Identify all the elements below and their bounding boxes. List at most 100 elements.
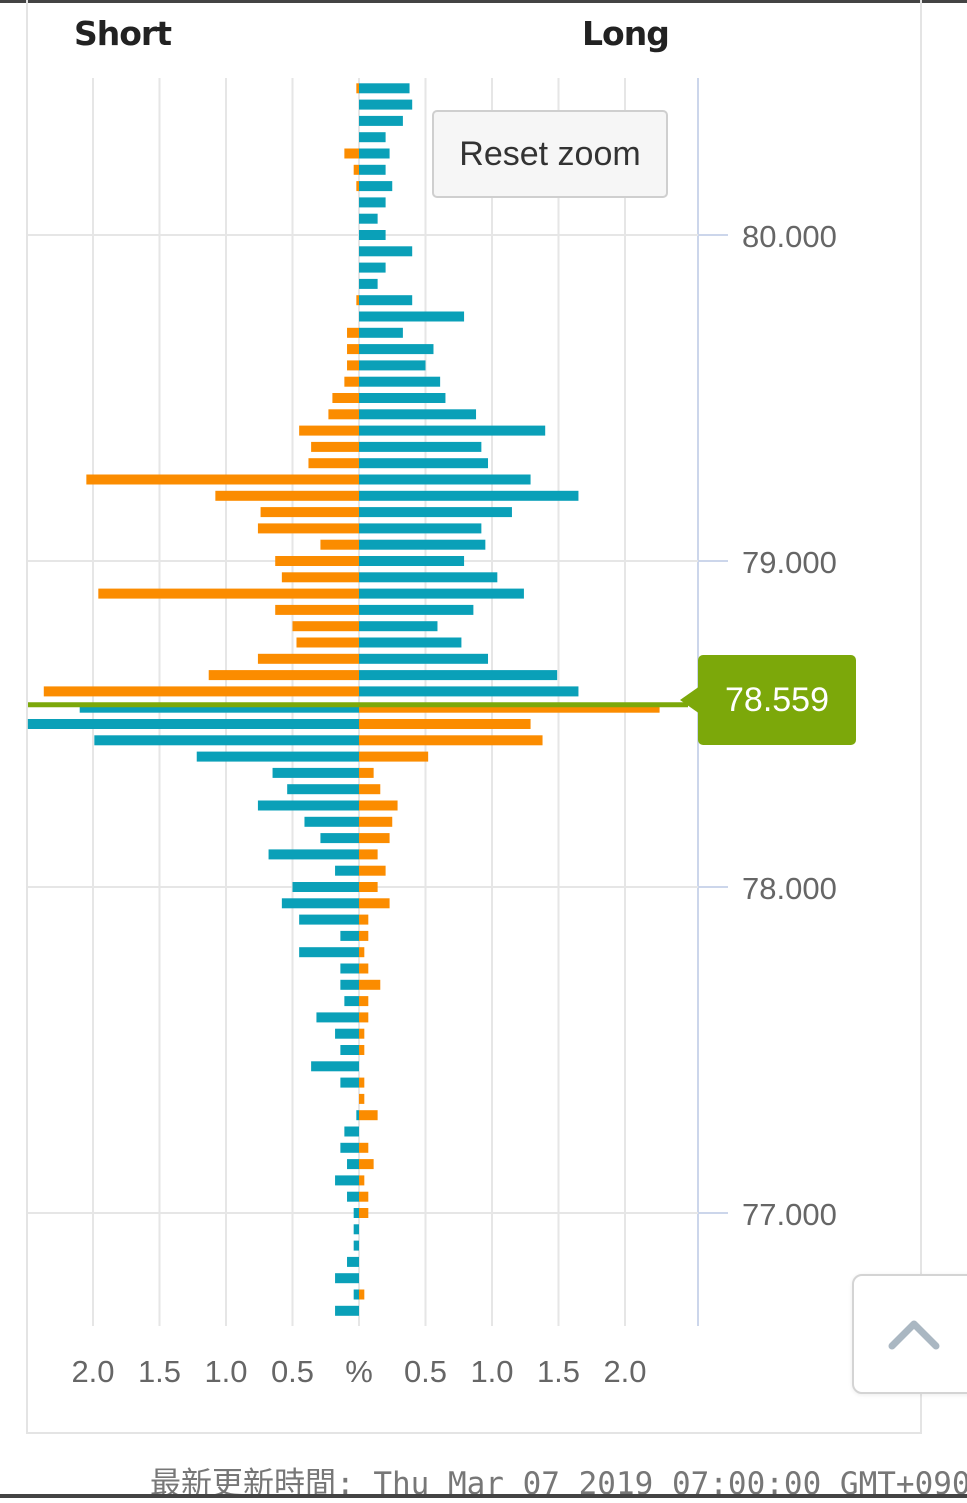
short-bar <box>299 947 359 958</box>
long-bar <box>359 1045 365 1055</box>
short-bar <box>344 1126 359 1137</box>
short-bar <box>356 83 359 94</box>
long-bar <box>359 230 386 240</box>
long-bar <box>359 702 660 713</box>
long-bar <box>359 213 378 224</box>
long-bar <box>359 393 446 403</box>
top-border <box>0 0 967 3</box>
short-bar <box>353 1224 359 1235</box>
short-bar <box>340 963 359 974</box>
short-bar <box>292 621 359 632</box>
long-bar <box>359 621 438 632</box>
long-bar <box>359 507 512 518</box>
short-bar <box>335 1175 359 1186</box>
short-bar <box>272 767 359 778</box>
bars-layer <box>27 83 688 1316</box>
x-tick-label: 1.5 <box>138 1354 181 1389</box>
short-bar <box>296 637 359 648</box>
long-bar <box>359 490 579 501</box>
short-bar <box>332 393 359 403</box>
long-bar <box>359 833 390 844</box>
long-bar <box>359 1110 378 1121</box>
short-bar <box>353 1240 359 1251</box>
long-bar <box>359 164 386 175</box>
short-bar <box>275 604 359 615</box>
short-bar <box>347 1256 359 1267</box>
long-bar <box>359 572 498 583</box>
short-bar <box>27 719 360 729</box>
x-tick-label: 0.5 <box>404 1354 447 1389</box>
short-bar <box>308 458 359 469</box>
short-bar <box>340 1077 359 1088</box>
y-tick-label: 77.000 <box>742 1197 837 1232</box>
long-header: Long <box>582 14 670 53</box>
short-bar <box>344 376 359 387</box>
long-bar <box>359 947 365 958</box>
x-tick-label: 1.0 <box>470 1354 513 1389</box>
long-bar <box>359 360 426 371</box>
long-bar <box>359 1159 374 1170</box>
long-bar <box>359 523 482 534</box>
long-bar <box>359 197 386 208</box>
short-bar <box>335 1273 359 1284</box>
short-bar <box>316 1012 359 1023</box>
long-bar <box>359 719 531 729</box>
reset-zoom-button[interactable]: Reset zoom <box>432 110 668 198</box>
long-bar <box>359 539 486 550</box>
short-bar <box>86 474 359 485</box>
long-bar <box>359 474 531 485</box>
y-tick-label: 80.000 <box>742 219 837 254</box>
short-bar <box>356 181 359 192</box>
short-bar <box>299 914 359 925</box>
short-bar <box>335 1305 359 1316</box>
short-bar <box>275 556 359 566</box>
long-bar <box>359 930 369 941</box>
long-bar <box>359 865 386 876</box>
short-bar <box>281 898 359 909</box>
long-bar <box>359 441 482 452</box>
scroll-to-top-button[interactable] <box>852 1274 967 1394</box>
long-bar <box>359 767 374 778</box>
short-header: Short <box>74 14 172 53</box>
long-bar <box>359 458 489 469</box>
short-bar <box>79 702 359 713</box>
long-bar <box>359 344 434 355</box>
short-bar <box>344 996 359 1007</box>
short-bar <box>340 930 359 941</box>
long-bar <box>359 1028 365 1039</box>
short-bar <box>320 833 359 844</box>
long-bar <box>359 99 413 110</box>
long-bar <box>359 262 386 273</box>
bottom-border <box>0 1494 967 1498</box>
long-bar <box>359 132 386 143</box>
long-bar <box>359 996 369 1007</box>
long-bar <box>359 816 393 827</box>
long-bar <box>359 914 369 925</box>
long-bar <box>359 751 429 762</box>
labels-layer: 80.000 79.000 78.000 77.000 2.0 1.5 1.0 0.5% 0.5… <box>71 219 836 1389</box>
long-bar <box>359 963 369 974</box>
long-bar <box>359 653 489 664</box>
short-bar <box>340 1045 359 1055</box>
short-bar <box>335 1028 359 1039</box>
short-bar <box>311 441 359 452</box>
x-tick-label: 0.5 <box>271 1354 314 1389</box>
short-bar <box>320 539 359 550</box>
long-bar <box>359 327 403 338</box>
short-bar <box>98 588 359 599</box>
short-bar <box>292 882 359 892</box>
long-bar <box>359 246 413 257</box>
long-bar <box>359 800 398 811</box>
price-badge-pointer <box>680 686 700 714</box>
short-bar <box>340 979 359 990</box>
chart-frame <box>26 0 922 1434</box>
short-bar <box>347 1191 359 1202</box>
long-bar <box>359 556 465 566</box>
x-tick-label: 2.0 <box>603 1354 646 1389</box>
long-bar <box>359 784 381 795</box>
long-bar <box>359 409 477 420</box>
short-bar <box>268 849 359 860</box>
short-bar <box>196 751 359 762</box>
long-bar <box>359 1289 365 1300</box>
